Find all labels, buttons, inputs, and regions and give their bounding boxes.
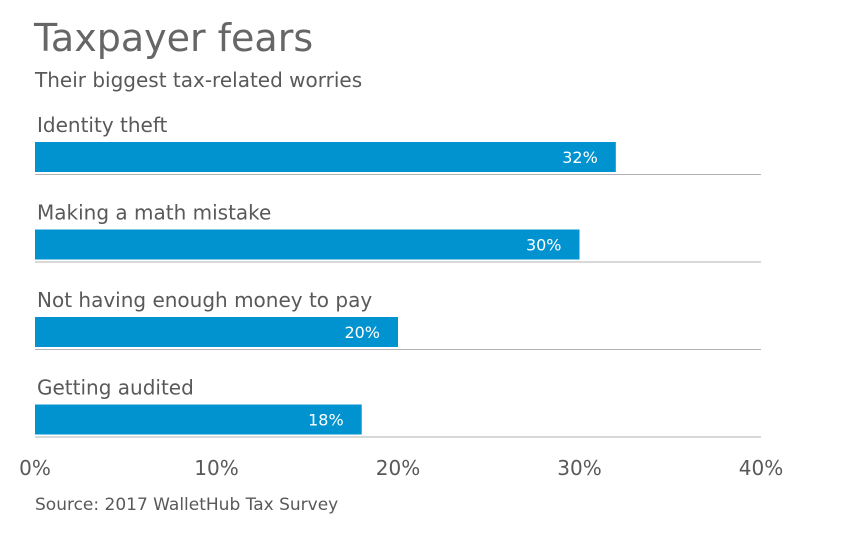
x-tick-label: 30% [557, 456, 601, 480]
bar-value-label: 18% [308, 411, 344, 430]
category-label: Getting audited [37, 376, 194, 400]
chart-title: Taxpayer fears [34, 16, 314, 60]
chart-subtitle: Their biggest tax-related worries [35, 68, 363, 92]
category-label: Making a math mistake [37, 201, 271, 225]
x-tick-label: 0% [19, 456, 51, 480]
x-tick-label: 20% [376, 456, 420, 480]
bar [35, 229, 580, 260]
x-tick-label: 10% [194, 456, 238, 480]
bar [35, 142, 616, 172]
x-tick-label: 40% [739, 456, 783, 480]
source-note: Source: 2017 WalletHub Tax Survey [35, 495, 339, 515]
bar [35, 404, 362, 435]
bar-value-label: 32% [562, 148, 598, 167]
category-label: Identity theft [37, 113, 168, 137]
bar [35, 317, 398, 347]
bar-value-label: 20% [344, 323, 380, 342]
category-label: Not having enough money to pay [37, 288, 372, 312]
bar-value-label: 30% [526, 236, 562, 255]
